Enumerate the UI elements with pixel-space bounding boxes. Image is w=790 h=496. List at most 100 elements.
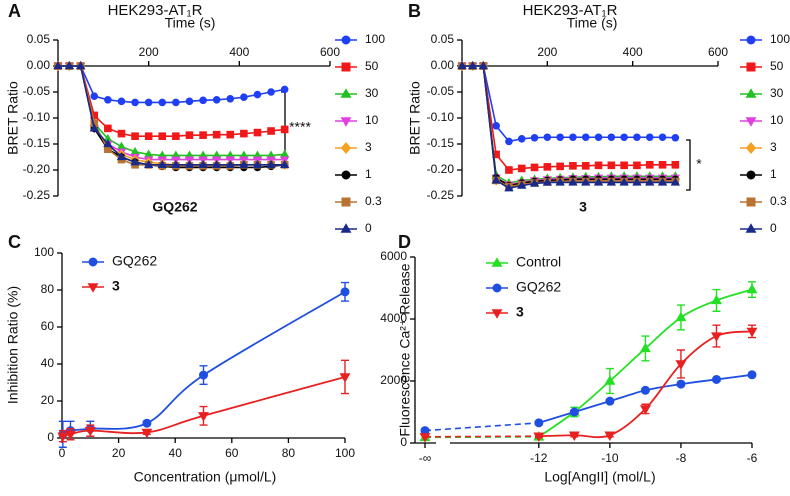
legend-label: 10 <box>770 113 784 127</box>
data-point <box>457 61 467 70</box>
data-point <box>711 332 722 342</box>
data-point <box>645 161 654 169</box>
data-point <box>103 139 113 148</box>
data-point <box>478 61 488 70</box>
data-point <box>172 98 180 107</box>
legend-label: 1 <box>770 167 777 181</box>
data-point <box>604 431 616 442</box>
y-axis-label: Inhibition Ratio (%) <box>5 286 21 404</box>
legend-marker <box>341 170 351 180</box>
data-point <box>212 159 222 168</box>
x-tick-label: -10 <box>601 451 619 465</box>
y-axis-label: Fluorescence Ca²⁺ Release <box>397 263 413 436</box>
data-point <box>141 428 153 439</box>
data-point <box>267 127 275 135</box>
chart-title: HEK293-AT₁R <box>108 2 203 19</box>
data-point <box>607 161 616 170</box>
data-point <box>593 177 604 186</box>
legend-label: 50 <box>770 59 784 73</box>
chart-title: HEK293-AT₁R <box>523 2 618 19</box>
data-point <box>158 132 167 140</box>
x-tick-label: 100 <box>335 446 355 460</box>
data-point <box>675 311 687 322</box>
x-tick-label: 60 <box>225 446 239 460</box>
x-tick-label: 600 <box>320 45 340 59</box>
data-point <box>53 61 63 70</box>
legend-label: 100 <box>770 32 790 46</box>
data-point <box>280 125 289 134</box>
x-axis-label: Time (s) <box>165 15 216 31</box>
data-point <box>184 159 195 168</box>
legend-marker <box>87 283 99 293</box>
legend-marker <box>745 88 757 98</box>
data-point <box>185 131 194 139</box>
x-tick-label: -6 <box>747 451 758 465</box>
data-point <box>171 159 181 168</box>
data-point <box>198 412 209 422</box>
legend-marker <box>341 197 351 207</box>
data-point <box>746 327 758 338</box>
annotation: 3 <box>579 199 587 215</box>
data-point <box>607 133 616 142</box>
data-point <box>144 132 153 140</box>
data-point <box>542 177 552 186</box>
data-point <box>505 137 513 146</box>
y-tick-label: 40 <box>41 356 55 370</box>
data-point <box>747 370 757 380</box>
annotation: * <box>696 156 702 172</box>
x-tick-label: -8 <box>676 451 687 465</box>
data-point <box>645 133 654 142</box>
data-point <box>517 135 526 143</box>
data-point <box>199 370 208 380</box>
data-point <box>604 375 616 385</box>
legend-marker <box>491 257 503 267</box>
data-point <box>633 161 641 170</box>
legend-label: 3 <box>516 304 524 320</box>
panel-label: B <box>408 1 421 21</box>
y-tick-label: 20 <box>41 393 55 407</box>
data-point <box>266 159 276 168</box>
data-point <box>594 133 603 142</box>
data-point <box>252 159 263 168</box>
annotation: GQ262 <box>152 199 197 215</box>
data-point <box>340 287 350 297</box>
data-point <box>581 162 590 170</box>
data-point <box>84 426 96 437</box>
y-tick-label: -0.15 <box>23 136 51 150</box>
data-point <box>569 133 577 142</box>
data-point <box>620 133 628 142</box>
data-point <box>671 133 680 142</box>
data-point <box>491 175 501 184</box>
data-point <box>639 405 651 415</box>
legend-marker <box>340 88 352 98</box>
legend-label: 0.3 <box>770 194 787 208</box>
legend-label: 3 <box>770 140 777 154</box>
data-point <box>280 149 290 158</box>
data-point <box>619 177 629 186</box>
data-point <box>533 432 545 442</box>
data-point <box>104 96 112 104</box>
data-point <box>556 133 564 142</box>
legend-label: 10 <box>365 113 379 127</box>
data-point <box>543 163 552 171</box>
data-point <box>212 96 221 104</box>
data-point <box>633 133 641 142</box>
y-tick-label: -0.05 <box>427 84 455 98</box>
panel-label: C <box>8 232 21 252</box>
legend-marker <box>341 62 351 72</box>
data-point <box>198 159 208 168</box>
data-point <box>57 432 69 442</box>
data-point <box>144 159 154 168</box>
data-point <box>711 374 721 384</box>
x-tick-label: 40 <box>169 446 183 460</box>
data-point <box>504 183 514 192</box>
y-tick-label: 60 <box>41 319 55 333</box>
legend-marker <box>745 142 757 154</box>
x-tick-label: 400 <box>623 45 643 59</box>
data-point <box>226 130 235 139</box>
data-point <box>144 98 153 107</box>
data-point <box>130 157 140 166</box>
y-tick-label: 0 <box>47 430 54 444</box>
data-point <box>568 431 580 442</box>
y-tick-label: -0.25 <box>427 188 455 202</box>
